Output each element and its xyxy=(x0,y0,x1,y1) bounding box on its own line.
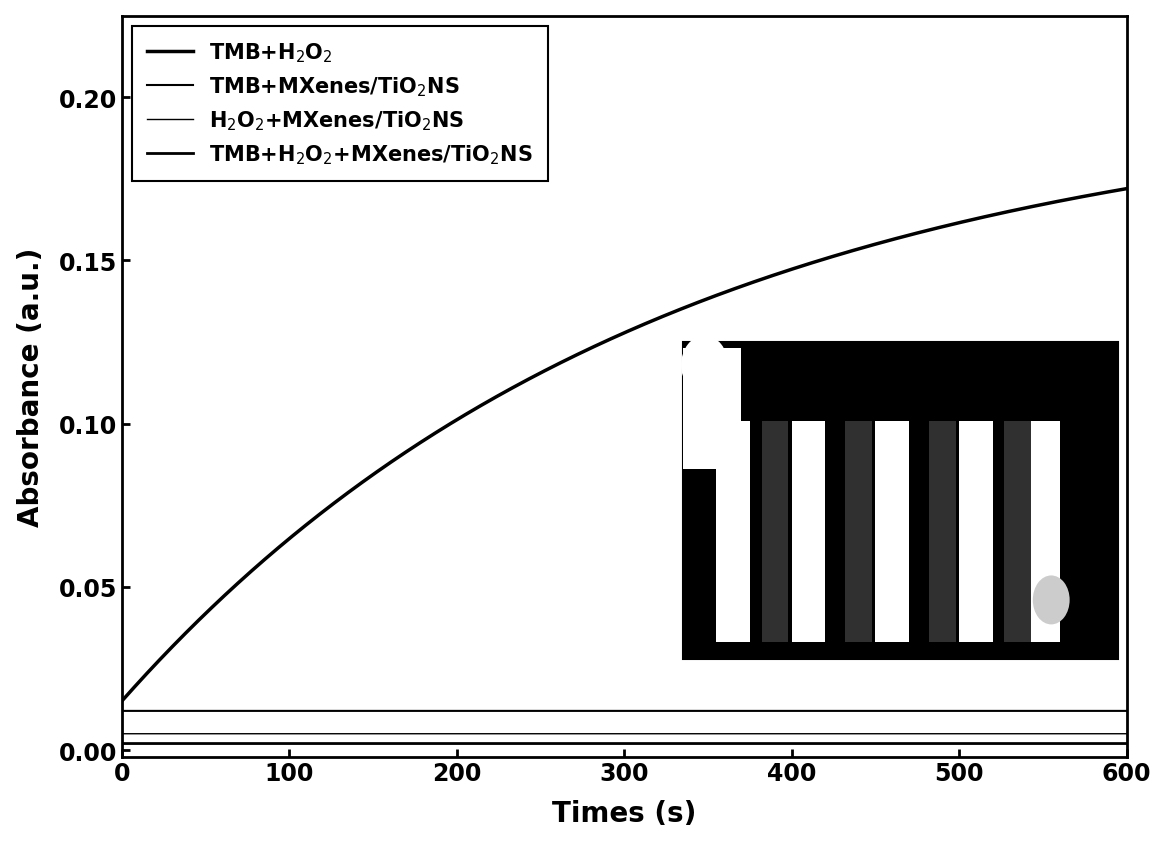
Bar xyxy=(683,349,742,469)
Bar xyxy=(959,422,993,642)
Ellipse shape xyxy=(681,336,728,395)
Bar xyxy=(846,422,872,642)
Legend: TMB+H$_2$O$_2$, TMB+MXenes/TiO$_2$NS, H$_2$O$_2$+MXenes/TiO$_2$NS, TMB+H$_2$O$_2: TMB+H$_2$O$_2$, TMB+MXenes/TiO$_2$NS, H$… xyxy=(132,27,548,181)
X-axis label: Times (s): Times (s) xyxy=(552,799,696,827)
Bar xyxy=(762,422,788,642)
Bar xyxy=(1004,422,1031,642)
Bar xyxy=(1027,422,1059,642)
Y-axis label: Absorbance (a.u.): Absorbance (a.u.) xyxy=(16,247,44,526)
Bar xyxy=(875,422,909,642)
Bar xyxy=(929,422,955,642)
Ellipse shape xyxy=(1033,576,1070,625)
Bar xyxy=(683,343,1118,659)
Bar xyxy=(792,422,825,642)
Bar xyxy=(716,422,750,642)
